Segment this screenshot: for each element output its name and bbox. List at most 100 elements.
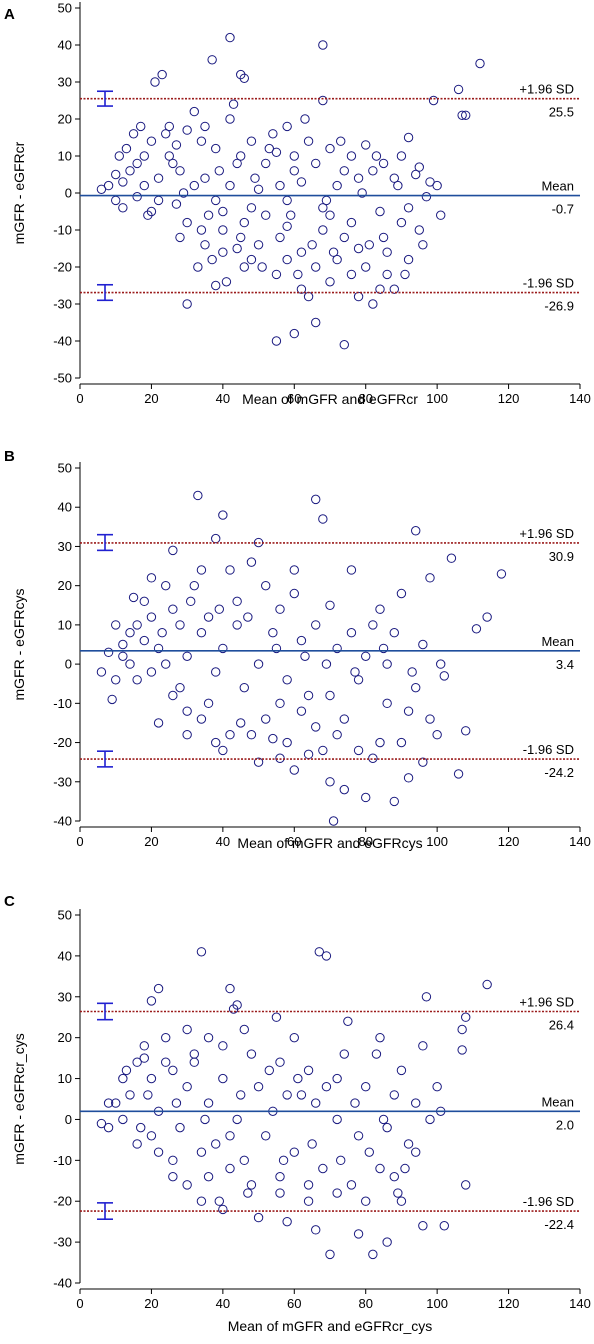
data-point [396, 217, 407, 228]
data-point [411, 682, 421, 693]
data-point [157, 69, 167, 80]
data-point [346, 628, 357, 638]
data-point [368, 620, 378, 630]
data-point [271, 336, 282, 346]
data-point [161, 1057, 171, 1067]
data-point [353, 291, 364, 302]
data-point [200, 1114, 210, 1125]
x-tick-label: 120 [498, 834, 520, 849]
upper-limit-label: +1.96 SD [519, 994, 574, 1009]
data-point [368, 299, 378, 309]
data-point [282, 675, 292, 685]
x-tick-label: 60 [287, 834, 301, 849]
data-point [139, 635, 149, 646]
data-point [375, 206, 385, 217]
data-point [425, 177, 435, 187]
data-point [225, 1131, 235, 1141]
y-tick-label: -40 [53, 334, 72, 349]
data-point [411, 1147, 421, 1157]
data-point [296, 706, 307, 716]
data-point [118, 1114, 128, 1125]
data-point [228, 1004, 239, 1014]
data-point [246, 1049, 257, 1059]
data-point [189, 1049, 199, 1059]
data-point [378, 158, 389, 169]
bland-altman-chart-b: -40 -30 -20 -10 0 10 20 30 40 50 0 20 40 60 80 100 120 14… [11, 461, 591, 852]
data-point [353, 745, 364, 756]
data-point [332, 1114, 342, 1125]
x-tick-label: 40 [216, 834, 230, 849]
data-point [225, 114, 235, 124]
data-point [207, 55, 217, 65]
data-point [439, 671, 449, 681]
data-point [232, 158, 242, 169]
data-point [289, 588, 299, 599]
data-point [153, 643, 164, 654]
data-point [150, 77, 160, 87]
data-point [325, 690, 335, 701]
data-point [243, 612, 253, 622]
data-point [211, 195, 221, 206]
data-point [157, 628, 167, 638]
data-point [132, 675, 142, 685]
data-point [446, 553, 457, 563]
data-point [200, 240, 210, 250]
data-point [239, 73, 249, 84]
data-point [164, 121, 174, 132]
panel-label-b: B [4, 448, 15, 465]
mean-label: Mean [541, 1094, 574, 1109]
data-point [321, 951, 332, 961]
y-tick-label: -10 [53, 696, 72, 711]
data-point [171, 199, 182, 209]
data-point [296, 1090, 307, 1100]
data-point [289, 565, 299, 575]
data-point [303, 1065, 314, 1076]
data-point [132, 192, 142, 202]
data-point [453, 84, 464, 95]
data-point [303, 1196, 314, 1206]
data-point [228, 99, 239, 109]
x-axis-label: Mean of mGFR and eGFRcr_cys [228, 1318, 433, 1334]
data-point [257, 262, 267, 272]
data-point [396, 1065, 407, 1076]
data-point [482, 979, 492, 990]
data-point [189, 580, 199, 591]
data-point [128, 129, 139, 139]
data-point [103, 180, 114, 191]
y-tick-label: 20 [58, 112, 72, 127]
data-point [475, 58, 485, 69]
data-point [175, 682, 185, 693]
data-point [418, 1221, 428, 1231]
data-point [325, 143, 335, 154]
data-point [332, 643, 342, 654]
data-point [253, 184, 264, 195]
data-point [457, 1045, 467, 1055]
data-point [153, 718, 164, 728]
data-point [307, 1139, 317, 1149]
x-tick-label: 140 [569, 834, 591, 849]
upper-limit-label: +1.96 SD [519, 82, 574, 97]
data-point [371, 151, 382, 161]
lower-limit-label: -1.96 SD [523, 1194, 574, 1209]
data-point [311, 158, 321, 169]
data-point [325, 210, 335, 220]
data-point [232, 1114, 242, 1125]
data-point [336, 136, 346, 146]
data-point [225, 983, 235, 994]
data-point [321, 659, 332, 669]
data-point [111, 1098, 121, 1108]
data-point [136, 121, 146, 132]
data-point [403, 773, 414, 783]
data-point [146, 996, 157, 1006]
y-tick-label: 10 [58, 1071, 72, 1086]
data-point [403, 706, 414, 716]
data-point [168, 1065, 178, 1076]
data-point [428, 95, 439, 106]
data-point [203, 612, 214, 622]
bland-altman-chart-c: -40 -30 -20 -10 0 10 20 30 40 50 0 20 40 60 80 100 120 14… [11, 908, 591, 1335]
data-point [303, 291, 314, 302]
data-point [282, 254, 292, 265]
data-point [168, 604, 178, 614]
data-point [146, 667, 157, 677]
data-point [186, 596, 196, 607]
